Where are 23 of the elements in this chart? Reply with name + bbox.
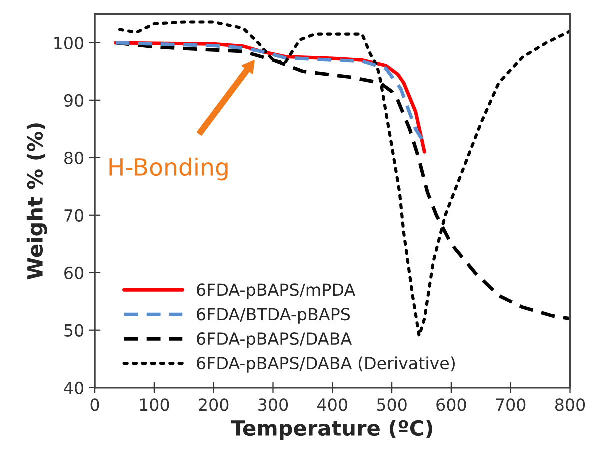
x-tick-label: 600 xyxy=(436,398,466,412)
legend-label: 6FDA-pBAPS/DABA xyxy=(197,332,352,348)
y-tick-label: 80 xyxy=(64,152,84,164)
legend-label: 6FDA-pBAPS/mPDA xyxy=(197,284,356,300)
x-tick-label: 400 xyxy=(318,398,348,412)
y-tick-label: 60 xyxy=(64,266,84,280)
annotation: H-Bonding xyxy=(110,158,228,181)
y-tick-label: 70 xyxy=(64,209,84,222)
x-tick-label: 500 xyxy=(377,398,407,412)
y-tick-label: 40 xyxy=(64,382,84,394)
x-tick-label: 700 xyxy=(496,398,526,412)
legend-label: 6FDA/BTDA-pBAPS xyxy=(197,308,350,324)
x-tick-label: 300 xyxy=(258,398,288,412)
legend-label: 6FDA-pBAPS/DABA (Derivative) xyxy=(197,356,455,373)
y-tick-label: 50 xyxy=(64,324,84,337)
x-tick-label: 100 xyxy=(140,398,170,412)
x-tick-label: 200 xyxy=(199,398,229,412)
x-axis-title: Temperature (ºC) xyxy=(231,420,432,440)
y-tick-label: 90 xyxy=(64,94,84,107)
y-tick-label: 100 xyxy=(54,36,84,50)
x-tick-label: 800 xyxy=(555,398,586,412)
x-tick-label: 0 xyxy=(90,398,100,412)
y-axis-title: Weight % (%) xyxy=(26,124,48,280)
